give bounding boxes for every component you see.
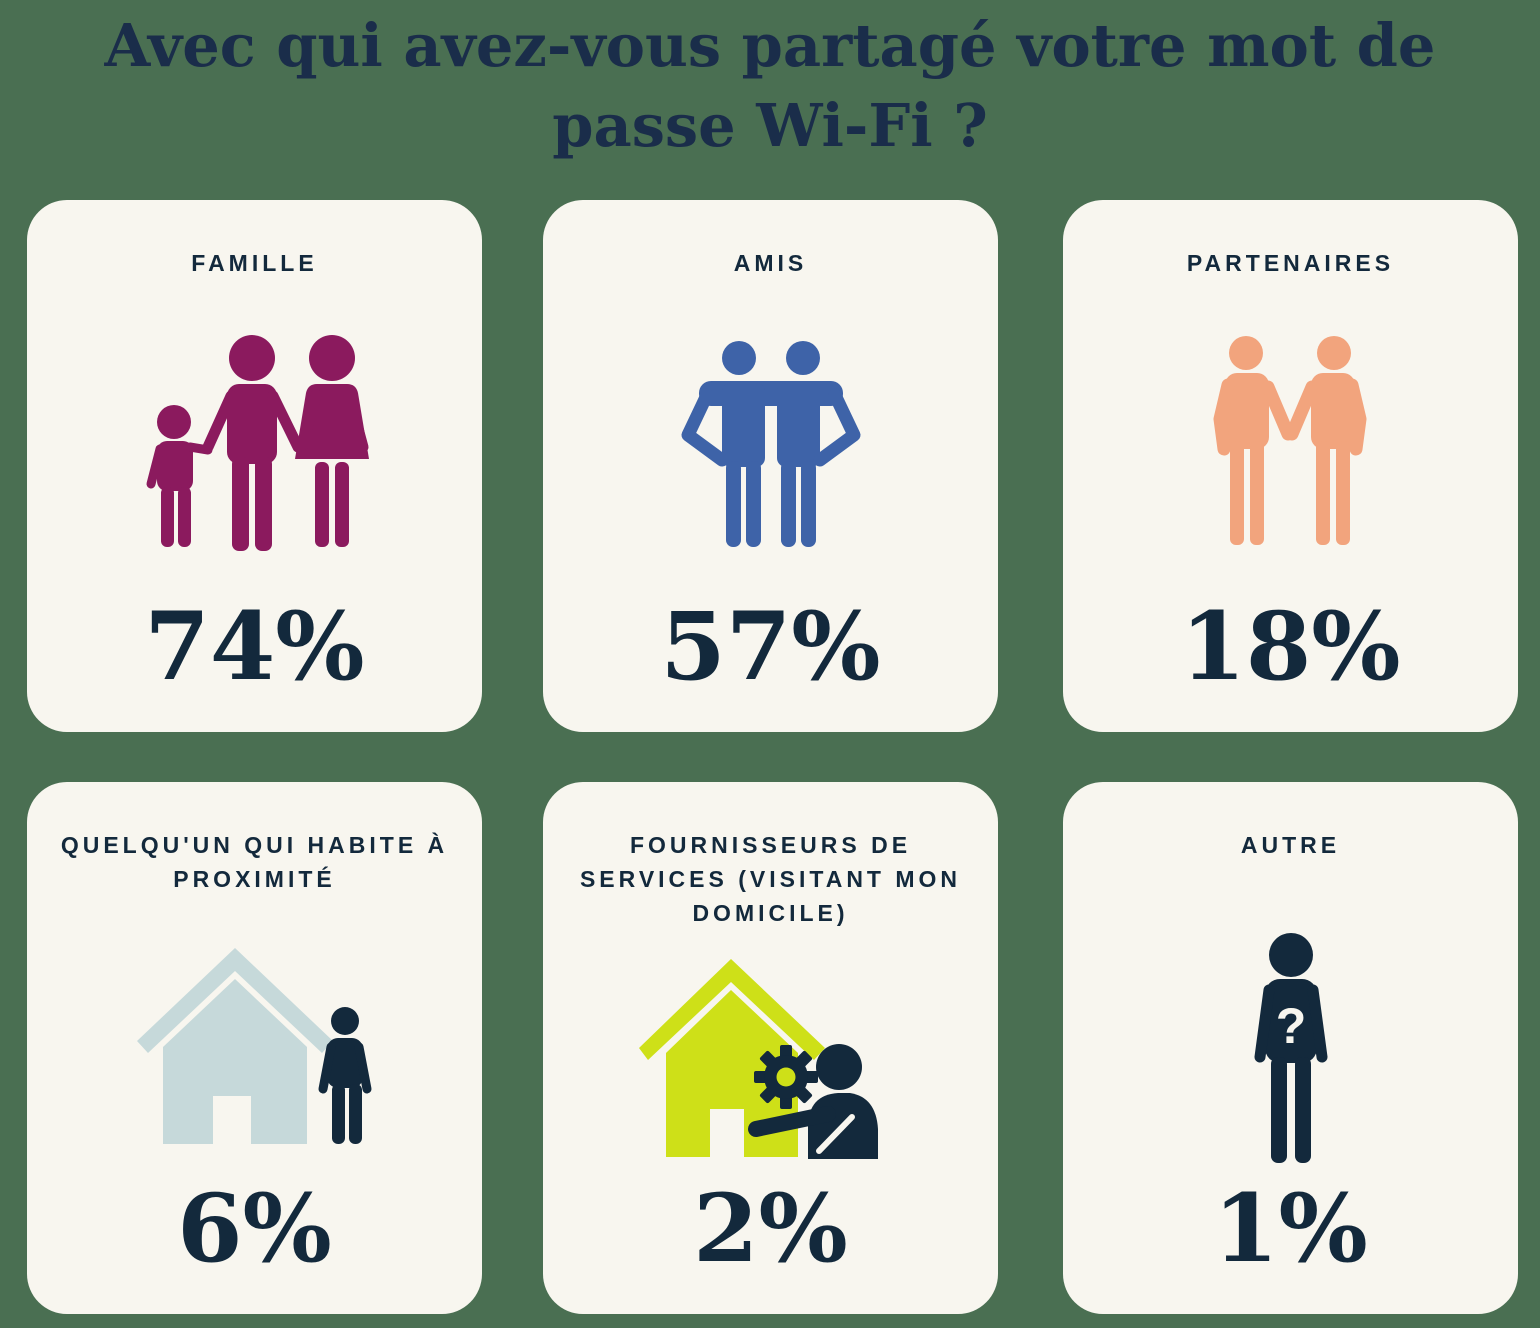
partners-pictogram: [1213, 336, 1367, 545]
card-famille-value: 74%: [144, 592, 365, 702]
card-amis: AMIS 57%: [543, 200, 998, 732]
person-question-icon: ?: [1063, 922, 1518, 1172]
card-proximite-value: 6%: [177, 1174, 332, 1284]
gear-icon: [753, 1044, 818, 1109]
card-amis-label: AMIS: [733, 250, 808, 276]
house-door: [212, 1096, 251, 1144]
card-amis-value: 57%: [660, 592, 881, 702]
family-icon: [27, 318, 482, 568]
card-proximite: QUELQU'UN QUI HABITE À PROXIMITÉ 6%: [27, 782, 482, 1314]
card-autre-label: AUTRE: [1240, 832, 1341, 858]
card-autre-value: 1%: [1213, 1174, 1368, 1284]
card-famille: FAMILLE: [27, 200, 482, 732]
card-fournisseurs-value: 2%: [693, 1174, 848, 1284]
card-famille-label: FAMILLE: [191, 250, 318, 276]
card-fournisseurs-label: FOURNISSEURS DE SERVICES (VISITANT MON D…: [579, 832, 962, 926]
house-service-pictogram: [638, 958, 878, 1159]
page-title-line2: passe Wi-Fi ?: [552, 91, 988, 160]
card-partenaires-label: PARTENAIRES: [1186, 250, 1395, 276]
partners-icon: [1063, 318, 1518, 568]
friends-icon: [543, 318, 998, 568]
friends-pictogram: [681, 341, 860, 547]
family-pictogram: [146, 335, 369, 551]
house-neighbor-pictogram: [136, 948, 371, 1144]
card-partenaires-value: 18%: [1180, 592, 1401, 702]
card-partenaires: PARTENAIRES 18%: [1063, 200, 1518, 732]
card-proximite-label: QUELQU'UN QUI HABITE À PROXIMITÉ: [60, 832, 449, 892]
house-service-icon: [543, 934, 998, 1184]
house-door: [709, 1108, 744, 1157]
question-mark-glyph: ?: [1275, 998, 1306, 1054]
card-fournisseurs: FOURNISSEURS DE SERVICES (VISITANT MON D…: [543, 782, 998, 1314]
house-neighbor-icon: [27, 922, 482, 1172]
card-autre: AUTRE ? 1%: [1063, 782, 1518, 1314]
person-question-pictogram: ?: [1254, 932, 1327, 1163]
page-title-line1: Avec qui avez-vous partagé votre mot de: [104, 11, 1436, 80]
page-title: Avec qui avez-vous partagé votre mot de …: [0, 6, 1540, 166]
